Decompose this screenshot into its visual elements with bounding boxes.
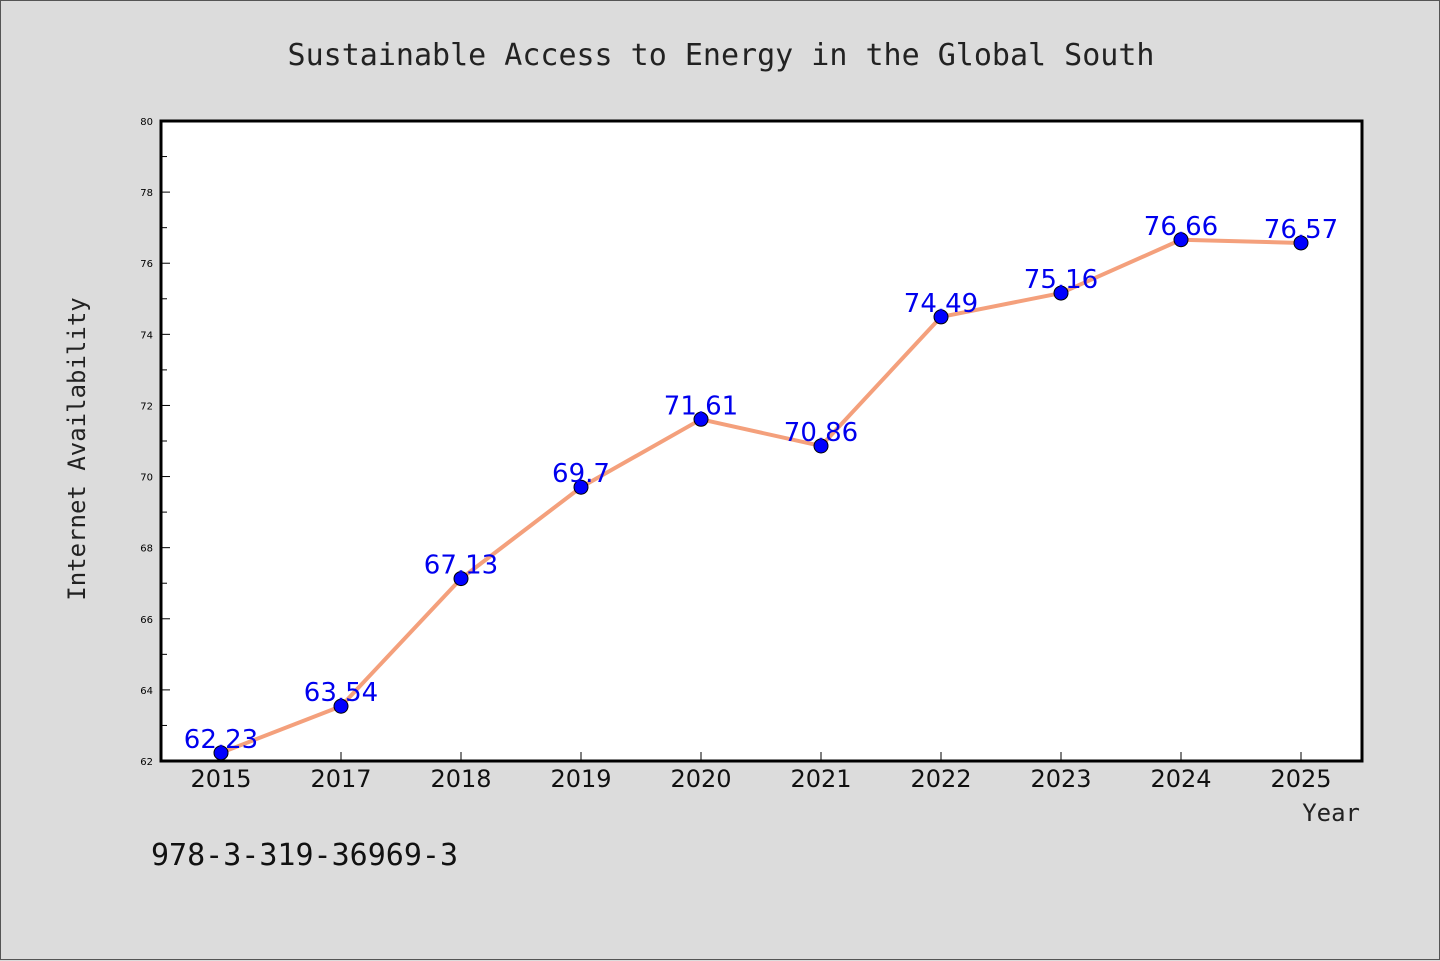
data-point-marker — [333, 698, 349, 714]
data-point-marker — [693, 411, 709, 427]
x-tick-label: 2025 — [1270, 765, 1331, 793]
y-axis-label: Internet Availability — [63, 297, 91, 600]
data-label: 67.13 — [424, 551, 498, 581]
x-tick-label: 2021 — [790, 765, 851, 793]
x-tick-label: 2018 — [430, 765, 491, 793]
data-label: 75.16 — [1024, 265, 1098, 295]
y-tick-label: 80 — [140, 117, 153, 128]
y-tick-label: 72 — [140, 401, 153, 412]
y-tick-label: 70 — [140, 473, 153, 484]
y-tick-label: 62 — [140, 757, 153, 768]
data-label: 76.66 — [1144, 212, 1218, 242]
x-tick-label: 2022 — [910, 765, 971, 793]
data-point-marker — [813, 438, 829, 454]
plot-area — [161, 121, 1362, 761]
x-tick-label: 2015 — [190, 765, 251, 793]
series-line — [220, 237, 1302, 755]
y-tick-label: 68 — [140, 544, 153, 555]
data-label: 74.49 — [904, 289, 978, 319]
x-tick-label: 2017 — [310, 765, 371, 793]
y-tick-label: 76 — [140, 259, 153, 270]
data-point-marker — [1053, 285, 1069, 301]
data-label: 63.54 — [304, 678, 378, 708]
y-tick-label: 74 — [140, 330, 153, 341]
isbn-footnote: 978-3-319-36969-3 — [151, 838, 458, 873]
data-label: 70.86 — [784, 418, 858, 448]
x-axis-label: Year — [1302, 799, 1360, 827]
x-tick-label: 2020 — [670, 765, 731, 793]
y-tick-label: 64 — [140, 686, 153, 697]
data-labels-group: 62.23 63.54 67.13 69.7 71.61 70.86 74.49 75.16 7… — [184, 212, 1338, 755]
x-axis-ticks: 2015 2017 2018 2019 2020 2021 2022 2023 2024 2025 — [190, 752, 1332, 793]
data-label: 76.57 — [1264, 215, 1338, 245]
data-point-marker — [1293, 235, 1309, 251]
data-label: 71.61 — [664, 391, 738, 421]
plot-border — [159, 119, 1364, 763]
y-tick-label: 78 — [140, 188, 153, 199]
y-tick-label: 66 — [140, 615, 153, 626]
data-point-marker — [933, 309, 949, 325]
data-label: 69.7 — [552, 459, 610, 489]
chart-title: Sustainable Access to Energy in the Glob… — [288, 38, 1155, 73]
data-point-marker — [573, 479, 589, 495]
x-tick-label: 2019 — [550, 765, 611, 793]
data-point-marker — [1173, 232, 1189, 248]
data-label: 62.23 — [184, 725, 258, 755]
x-tick-label: 2024 — [1150, 765, 1211, 793]
data-point-marker — [453, 571, 469, 587]
x-tick-label: 2023 — [1030, 765, 1091, 793]
series-line-group — [213, 232, 1309, 761]
